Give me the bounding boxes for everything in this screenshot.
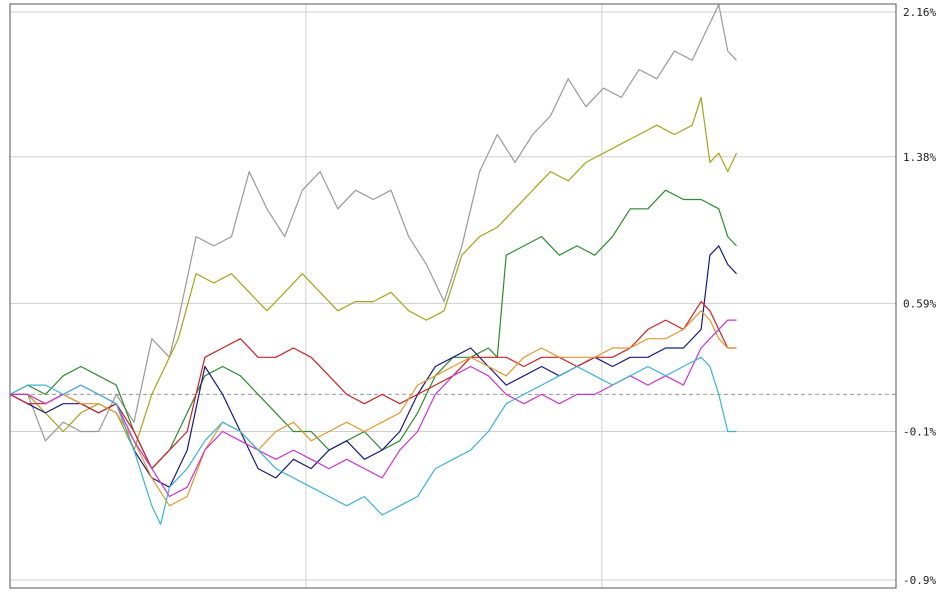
y-tick-label-4: -0.9% bbox=[903, 574, 936, 587]
series-line-1 bbox=[10, 96, 738, 451]
y-axis-ticks: 2.16% 1.38% 0.59% -0.1% -0.9% bbox=[903, 6, 936, 587]
series-line-5 bbox=[10, 310, 737, 507]
series-line-4 bbox=[9, 301, 737, 470]
y-tick-label-2: 0.59% bbox=[903, 297, 936, 310]
series-line-3 bbox=[9, 245, 737, 488]
grid-lines bbox=[10, 4, 896, 588]
y-tick-label-0: 2.16% bbox=[903, 6, 936, 19]
plot-frame bbox=[9, 3, 897, 589]
series-line-7 bbox=[9, 356, 737, 525]
y-tick-label-3: -0.1% bbox=[903, 426, 936, 439]
y-tick-label-1: 1.38% bbox=[903, 151, 936, 164]
series-line-0 bbox=[10, 3, 737, 442]
series-lines bbox=[9, 3, 738, 525]
series-line-6 bbox=[10, 319, 737, 498]
